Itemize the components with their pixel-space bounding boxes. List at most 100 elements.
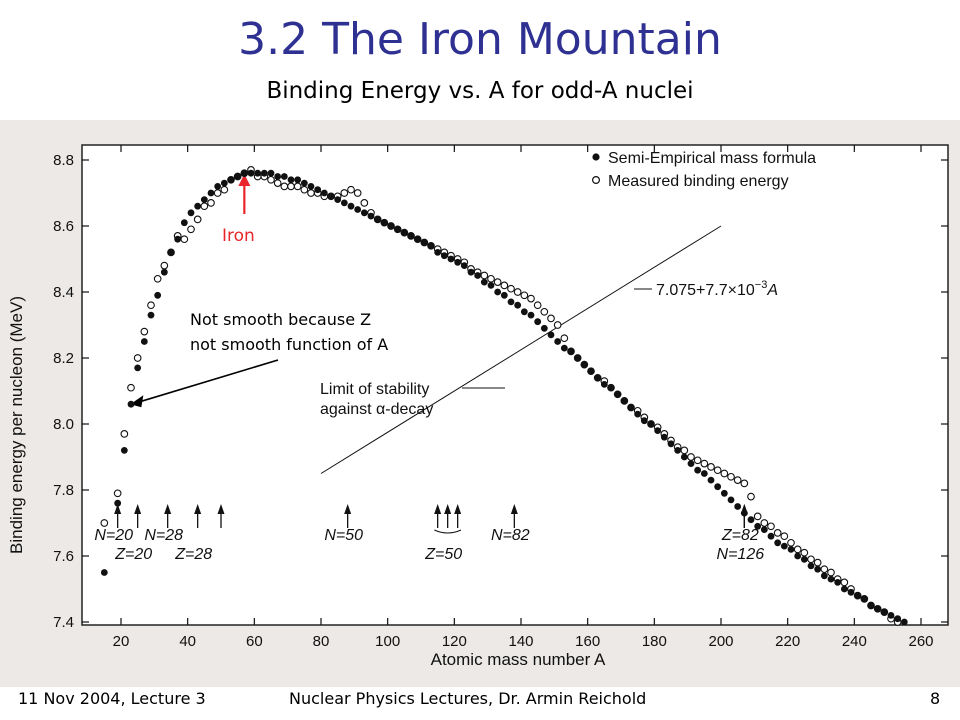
measured-point — [687, 453, 695, 461]
semi-empirical-point — [780, 542, 788, 550]
semi-empirical-point — [234, 173, 242, 180]
measured-point — [213, 189, 222, 197]
semi-empirical-point — [140, 338, 148, 345]
measured-point — [727, 472, 735, 481]
measured-point — [113, 489, 122, 498]
magic-arrowhead — [444, 504, 452, 514]
x-tick-label: 40 — [179, 633, 196, 650]
measured-point — [153, 274, 162, 283]
measured-point — [360, 199, 369, 207]
semi-empirical-point — [714, 483, 722, 491]
limit-label-line1: Limit of stability — [320, 381, 429, 398]
y-tick-label: 7.8 — [53, 482, 74, 499]
annotation-lines — [114, 174, 748, 534]
semi-empirical-point — [887, 612, 895, 619]
callout-line1: Not smooth because Z — [190, 310, 371, 329]
callout-arrow-line — [138, 359, 279, 403]
semi-empirical-point — [800, 555, 808, 563]
measured-point — [507, 284, 515, 293]
magic-arrowhead — [434, 504, 442, 514]
measured-point — [493, 278, 502, 286]
semi-empirical-point — [354, 206, 362, 213]
semi-empirical-point — [340, 199, 348, 207]
measured-point — [527, 294, 535, 303]
semi-empirical-point — [214, 183, 222, 190]
measured-point — [693, 456, 702, 465]
semi-empirical-point — [867, 602, 875, 609]
semi-empirical-point — [674, 447, 682, 454]
semi-empirical-point — [540, 324, 548, 332]
fit-line-label-main: 7.075+7.7×10 — [656, 282, 755, 299]
semi-empirical-point — [554, 338, 562, 345]
measured-point — [127, 383, 135, 392]
legend-marker-measured — [591, 175, 600, 184]
semi-empirical-point — [280, 173, 288, 180]
semi-empirical-point — [314, 186, 322, 194]
semi-empirical-point — [460, 262, 468, 269]
measured-point — [720, 469, 729, 478]
semi-empirical-point — [847, 588, 855, 596]
semi-empirical-point — [374, 216, 382, 223]
fit-line — [320, 225, 722, 474]
semi-empirical-point — [574, 354, 582, 362]
semi-empirical-point — [220, 179, 228, 187]
semi-empirical-point — [727, 496, 735, 504]
semi-empirical-point — [687, 460, 695, 467]
semi-empirical-point — [467, 268, 475, 276]
semi-empirical-point — [160, 268, 168, 276]
semi-empirical-point — [700, 470, 708, 477]
semi-empirical-point — [747, 516, 755, 524]
measured-point — [187, 225, 195, 234]
semi-empirical-point — [387, 222, 395, 230]
semi-empirical-point — [474, 272, 482, 279]
x-tick-label: 160 — [575, 633, 600, 650]
semi-empirical-point — [767, 532, 775, 540]
semi-empirical-point — [840, 585, 848, 593]
magic-number-label: N=20 — [94, 527, 133, 544]
limit-label-line2: against α-decay — [320, 401, 433, 418]
semi-empirical-point — [694, 466, 702, 474]
y-tick-label: 8.4 — [53, 284, 74, 301]
semi-empirical-point — [614, 390, 622, 398]
semi-empirical-point — [854, 592, 862, 599]
semi-empirical-point — [874, 605, 882, 613]
measured-point — [780, 532, 789, 541]
semi-empirical-point — [300, 179, 308, 187]
x-tick-label: 20 — [113, 633, 130, 650]
semi-empirical-point — [200, 196, 208, 203]
measured-point — [787, 538, 795, 547]
magic-number-label: N=126 — [717, 546, 765, 563]
semi-empirical-point — [187, 209, 195, 217]
semi-empirical-point — [400, 229, 408, 236]
y-tick-label: 8.0 — [53, 416, 74, 433]
semi-empirical-point — [594, 374, 602, 382]
semi-empirical-point — [760, 526, 768, 533]
y-tick-label: 8.8 — [53, 152, 74, 169]
semi-empirical-point — [287, 176, 295, 184]
footer-course: Nuclear Physics Lectures, Dr. Armin Reic… — [289, 689, 647, 708]
x-tick-label: 260 — [908, 633, 933, 650]
semi-empirical-point — [114, 499, 122, 507]
y-tick-label: 8.6 — [53, 218, 74, 235]
slide-title: 3.2 The Iron Mountain — [238, 14, 722, 65]
semi-empirical-point — [520, 308, 528, 316]
semi-empirical-point — [754, 522, 762, 530]
semi-empirical-point — [394, 225, 402, 233]
iron-label: Iron — [222, 226, 255, 246]
annotation-labels: N=20 Z=20 N=28 Z=28 N=50 Z=50 N=82 Z=82 N=126 — [94, 527, 764, 563]
measured-point — [307, 189, 315, 197]
semi-empirical-point — [434, 249, 442, 256]
measured-point — [733, 476, 742, 484]
semi-empirical-point — [414, 235, 422, 243]
magic-arrowhead — [164, 504, 172, 514]
semi-empirical-point — [787, 546, 795, 553]
magic-number-label: Z=82 — [721, 527, 759, 544]
semi-empirical-point — [627, 404, 635, 411]
semi-empirical-point — [274, 173, 282, 180]
semi-empirical-point — [100, 569, 108, 576]
binding-energy-chart: 20 40 60 80 100 120 140 160 180 200 220 240 260 7.4 7.… — [7, 144, 949, 669]
semi-empirical-point — [634, 410, 642, 418]
semi-empirical-point — [194, 202, 202, 210]
x-tick-label: 100 — [375, 633, 400, 650]
magic-arrowhead — [217, 504, 225, 514]
